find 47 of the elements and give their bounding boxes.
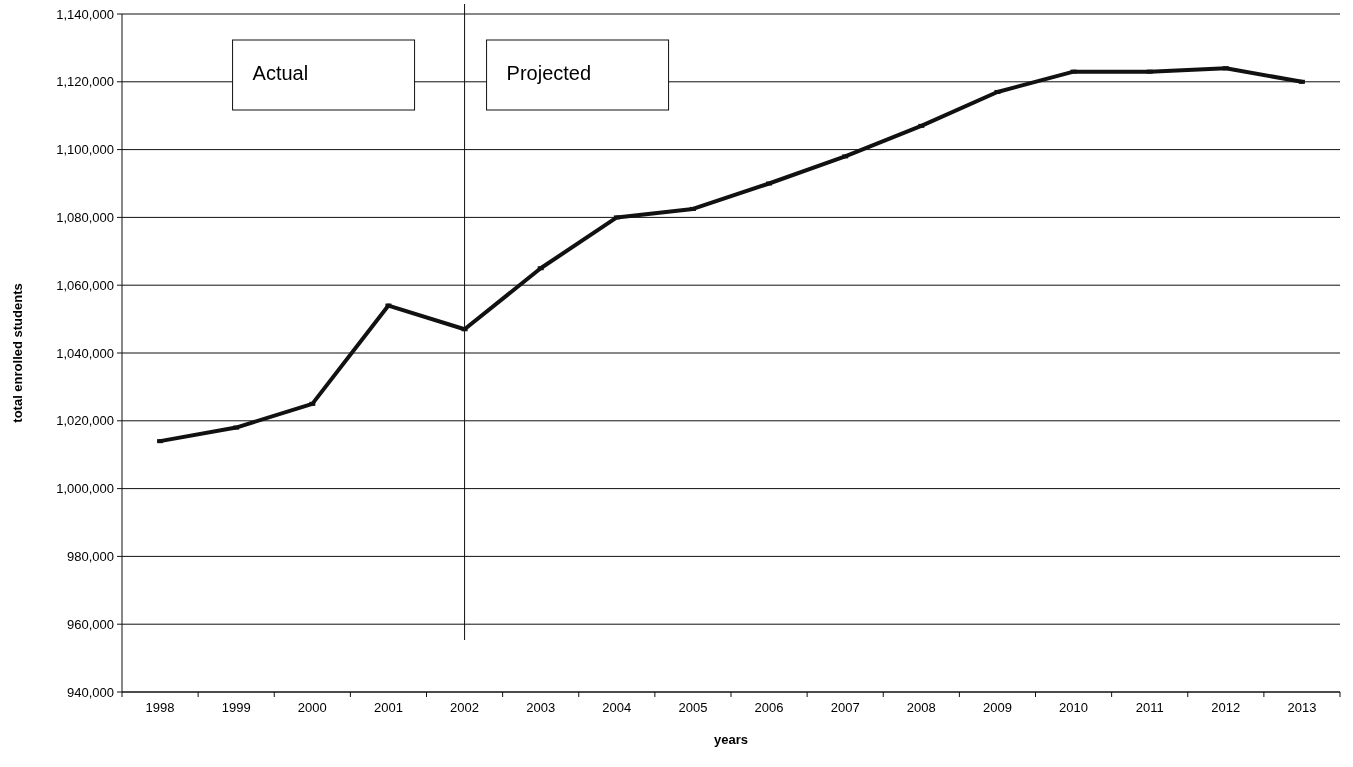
y-tick-label: 1,080,000 [56,209,114,225]
x-tick-label: 2003 [526,700,556,715]
x-tick-label: 2002 [450,700,480,715]
point [766,181,773,186]
point [918,123,925,128]
y-tick-label: 1,120,000 [56,74,114,90]
x-tick-label: 1998 [145,700,175,715]
x-tick-label: 2011 [1135,700,1164,715]
x-tick-label: 2004 [602,700,632,715]
point [537,266,544,271]
y-tick-label: 960,000 [67,616,114,632]
y-tick-label: 1,000,000 [56,481,114,497]
point [994,89,1001,94]
x-tick-label: 2001 [373,700,403,715]
point [1222,66,1229,71]
point [842,154,849,159]
y-tick-label: 1,020,000 [56,413,114,429]
y-tick-label: 1,140,000 [56,6,114,22]
y-tick-label: 1,100,000 [56,142,114,158]
point [233,425,240,430]
text-box: Actual [232,39,416,111]
x-tick-label: 1999 [221,700,251,715]
y-tick-label: 1,040,000 [56,345,114,361]
point [385,303,392,308]
x-tick-label: 2005 [678,700,708,715]
y-tick-label: 1,060,000 [56,277,114,293]
y-tick-label: 980,000 [67,548,114,564]
point [689,206,696,211]
x-tick-label: 2013 [1287,700,1317,715]
x-tick-label: 2000 [297,700,327,715]
point [613,215,620,220]
point [1070,69,1077,74]
annotation: Projected [506,62,592,84]
x-tick-label: 2012 [1211,700,1241,715]
x-tick-label: 2006 [754,700,784,715]
x-tick-label: 2008 [906,700,936,715]
x-tick-label: 2009 [982,700,1012,715]
x-axis-title: years [714,732,748,747]
point [1298,79,1305,84]
annotation: Actual [252,62,309,84]
point [157,439,164,444]
y-axis-title: total enrolled students [10,283,25,423]
y-tick-label: 940,000 [67,684,114,700]
x-tick-label: 2010 [1059,700,1089,715]
point [309,401,316,406]
text-box: Projected [486,39,670,111]
x-tick-label: 2007 [830,700,860,715]
